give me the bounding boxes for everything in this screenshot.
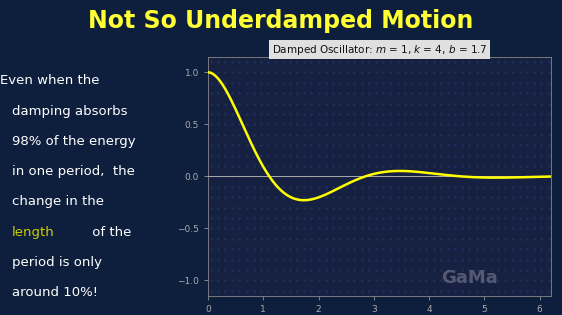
Text: of the: of the (88, 226, 131, 238)
Text: GaMa: GaMa (441, 268, 498, 287)
Text: around 10%!: around 10%! (12, 286, 98, 299)
Text: 98% of the energy: 98% of the energy (12, 135, 135, 148)
Text: Not So Underdamped Motion: Not So Underdamped Motion (88, 9, 474, 33)
Text: length: length (12, 226, 55, 238)
Text: Even when the: Even when the (0, 74, 99, 87)
Text: change in the: change in the (12, 195, 104, 208)
Text: in one period,  the: in one period, the (12, 165, 135, 178)
Text: damping absorbs: damping absorbs (12, 105, 128, 117)
Text: period is only: period is only (12, 256, 102, 269)
Title: Damped Oscillator: $m$ = 1, $k$ = 4, $b$ = 1.7: Damped Oscillator: $m$ = 1, $k$ = 4, $b$… (272, 43, 487, 56)
